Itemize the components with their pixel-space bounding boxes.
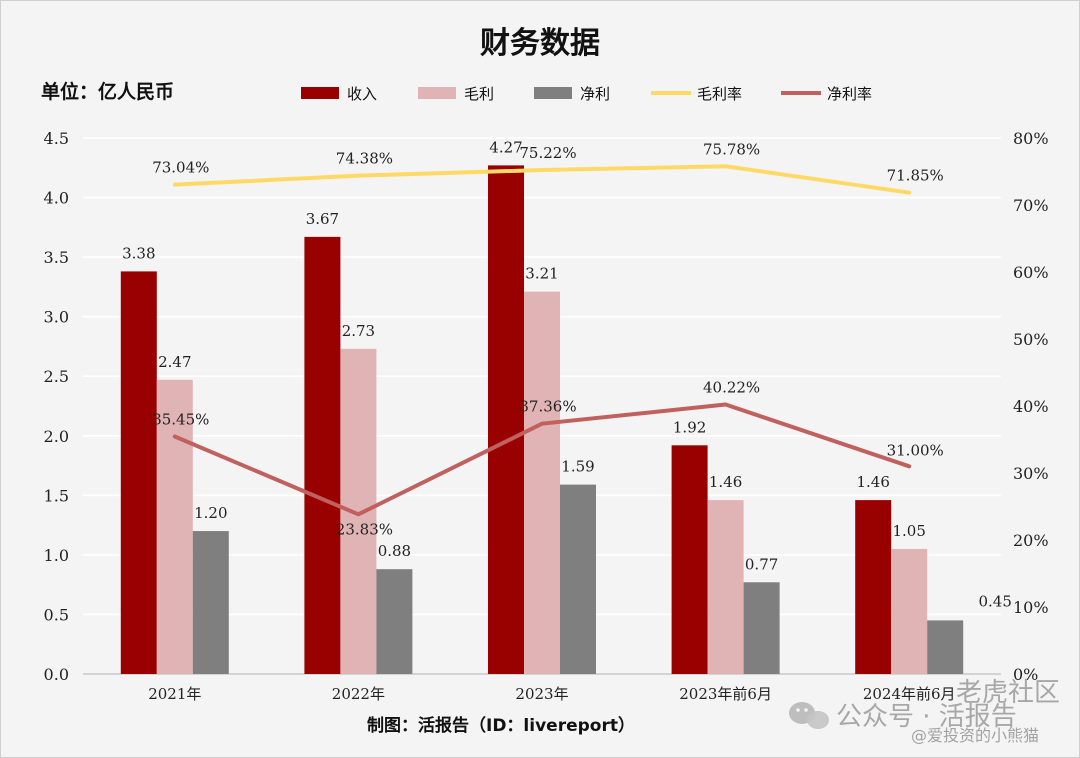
legend-label: 毛利率 xyxy=(697,85,742,103)
line-series: 73.04% 74.38% 75.22% 75.78% 71.85% 35.45% 23.8… xyxy=(152,140,944,538)
right-axis-ticks: 0% 10% 20% 30% 40% 50% 60% 70% 80% xyxy=(1013,129,1049,684)
wechat-icon xyxy=(789,702,829,729)
line-data-label: 75.22% xyxy=(519,144,576,162)
line-data-label: 71.85% xyxy=(887,167,944,185)
legend-label: 毛利 xyxy=(464,85,494,103)
watermark: 公众号 · 活报告 老虎社区 @爱投资的小熊猫 xyxy=(789,678,1060,745)
line-data-label: 37.36% xyxy=(519,398,576,416)
bar-data-label: 4.27 xyxy=(489,138,522,156)
left-tick-label: 1.0 xyxy=(44,546,69,565)
bar-series: 3.38 3.67 4.27 1.92 1.46 2.47 2.73 3.21 1.46 1.05… xyxy=(120,138,1012,674)
bar-1-2 xyxy=(304,236,341,674)
left-tick-label: 4.0 xyxy=(44,189,69,208)
line-data-label: 40.22% xyxy=(703,379,760,397)
right-tick-label: 10% xyxy=(1013,598,1049,617)
legend-label: 净利率 xyxy=(827,85,872,103)
right-tick-label: 50% xyxy=(1013,330,1049,349)
legend-swatch xyxy=(534,87,572,99)
right-tick-label: 70% xyxy=(1013,196,1049,215)
bar-data-label: 1.59 xyxy=(561,458,594,476)
bar-1-3 xyxy=(488,165,524,674)
line-2 xyxy=(172,402,912,517)
category-label: 2023年前6月 xyxy=(679,685,772,703)
bar-3-4 xyxy=(743,582,780,674)
bar-data-label: 1.20 xyxy=(194,504,227,522)
right-tick-label: 80% xyxy=(1013,129,1049,148)
watermark-main: 公众号 · 活报告 xyxy=(836,702,1017,732)
bar-2-2 xyxy=(340,348,377,674)
bar-3-1 xyxy=(192,531,229,674)
bar-data-label: 2.47 xyxy=(158,353,191,371)
watermark-community: 老虎社区 xyxy=(956,678,1060,708)
line-data-label: 73.04% xyxy=(152,159,209,177)
left-tick-label: 2.5 xyxy=(44,367,69,386)
line-data-label: 23.83% xyxy=(336,520,393,538)
watermark-handle: @爱投资的小熊猫 xyxy=(911,726,1039,745)
line-data-label: 74.38% xyxy=(336,150,393,168)
bar-data-label: 3.21 xyxy=(525,265,558,283)
bar-1-1 xyxy=(120,271,157,674)
unit-label: 单位：亿人民币 xyxy=(41,80,174,103)
bar-3-5 xyxy=(927,620,964,674)
category-label: 2024年前6月 xyxy=(863,685,956,703)
bar-data-label: 1.05 xyxy=(892,522,925,540)
legend-label: 净利 xyxy=(580,85,610,103)
left-tick-label: 3.0 xyxy=(44,308,69,327)
bar-1-4 xyxy=(671,445,708,674)
bar-data-label: 1.46 xyxy=(709,473,742,491)
credit-text: 制图：活报告（ID：livereport） xyxy=(367,715,635,736)
bar-data-label: 3.38 xyxy=(122,244,155,262)
right-tick-label: 20% xyxy=(1013,531,1049,550)
bar-2-5 xyxy=(891,548,928,674)
left-tick-label: 4.5 xyxy=(44,129,69,148)
bar-1-5 xyxy=(855,500,892,674)
left-tick-label: 0.5 xyxy=(44,605,69,624)
category-axis: 2021年 2022年 2023年 2023年前6月 2024年前6月 xyxy=(148,685,955,703)
legend-swatch xyxy=(418,87,456,99)
legend-swatch xyxy=(301,87,339,99)
category-label: 2023年 xyxy=(515,685,568,703)
left-tick-label: 2.0 xyxy=(44,427,69,446)
bar-data-label: 0.77 xyxy=(745,555,778,573)
line-1 xyxy=(172,164,912,195)
category-label: 2022年 xyxy=(332,685,385,703)
bar-data-label: 0.45 xyxy=(978,592,1011,610)
left-tick-label: 1.5 xyxy=(44,486,69,505)
left-tick-label: 0.0 xyxy=(44,665,69,684)
right-tick-label: 40% xyxy=(1013,397,1049,416)
line-data-label: 75.78% xyxy=(703,140,760,158)
right-tick-label: 60% xyxy=(1013,263,1049,282)
right-tick-label: 30% xyxy=(1013,464,1049,483)
legend: 收入 毛利 净利 毛利率 净利率 xyxy=(301,85,872,103)
line-data-label: 31.00% xyxy=(887,441,944,459)
left-tick-label: 3.5 xyxy=(44,248,69,267)
left-axis-ticks: 0.0 0.5 1.0 1.5 2.0 2.5 3.0 3.5 4.0 4.5 xyxy=(44,129,69,684)
bar-3-2 xyxy=(376,569,413,674)
line-data-label: 35.45% xyxy=(152,410,209,428)
legend-label: 收入 xyxy=(347,85,377,103)
bar-data-label: 0.88 xyxy=(378,542,411,560)
bar-data-label: 1.46 xyxy=(856,473,889,491)
bar-data-label: 2.73 xyxy=(342,322,375,340)
chart-title: 财务数据 xyxy=(480,26,600,61)
bar-2-3 xyxy=(524,291,560,674)
bar-3-3 xyxy=(560,484,596,674)
category-label: 2021年 xyxy=(148,685,201,703)
bar-2-4 xyxy=(707,500,744,674)
bar-data-label: 1.92 xyxy=(673,418,706,436)
right-tick-label: 0% xyxy=(1013,665,1038,684)
bar-2-1 xyxy=(156,379,193,674)
bar-data-label: 3.67 xyxy=(306,210,339,228)
